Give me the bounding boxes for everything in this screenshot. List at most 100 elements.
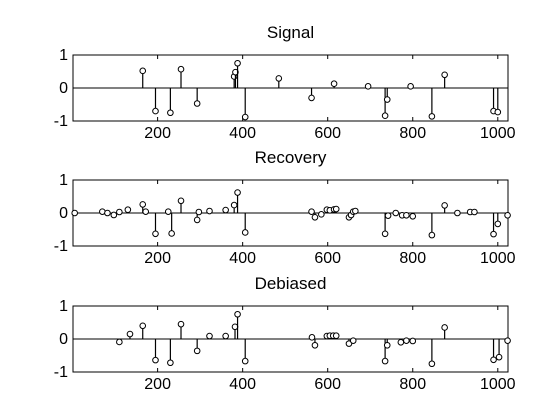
- stem-marker: [206, 207, 213, 215]
- y-tick-label: 0: [59, 331, 68, 348]
- stem-marker: [241, 229, 249, 236]
- y-tick-label: 0: [59, 205, 68, 222]
- stem-marker: [504, 337, 511, 344]
- stem-marker: [349, 337, 357, 344]
- stem-marker: [441, 324, 448, 331]
- stem-marker: [104, 209, 111, 217]
- stem-marker: [495, 353, 503, 361]
- stem-marker: [275, 75, 283, 82]
- subplot-signal: -1 0 1 200 400 600 800 1000 Signal: [54, 23, 516, 142]
- stem-marker: [311, 341, 319, 349]
- stem-marker: [110, 211, 118, 219]
- stem-marker: [490, 230, 497, 238]
- stem-marker: [241, 113, 249, 121]
- stem-marker: [381, 112, 389, 120]
- stem-marker: [124, 206, 132, 213]
- stem-marker: [383, 341, 391, 349]
- stem-marker: [222, 206, 229, 214]
- x-tick-label: 200: [144, 250, 171, 267]
- x-tick-label: 200: [144, 125, 171, 142]
- stem-marker: [428, 360, 436, 368]
- x-tick-label: 800: [399, 125, 426, 142]
- stem-marker: [441, 71, 448, 79]
- stem-marker: [222, 332, 229, 340]
- stem-marker: [364, 83, 372, 90]
- stem-marker: [504, 212, 511, 219]
- stem-marker: [428, 231, 436, 239]
- stem-marker: [177, 197, 185, 205]
- x-tick-label: 600: [314, 376, 341, 393]
- stem-marker: [142, 208, 150, 215]
- subplot-recovery: -1 0 1 200 400 600 800 1000 Recovery: [54, 148, 516, 267]
- stem-marker: [409, 213, 417, 220]
- stem-marker: [234, 189, 241, 196]
- stem-marker: [332, 205, 340, 213]
- stem-marker: [116, 338, 123, 346]
- x-tick-label: 200: [144, 376, 171, 393]
- x-tick-label: 600: [314, 125, 341, 142]
- y-tick-label: 1: [59, 47, 68, 64]
- stem-marker: [152, 230, 159, 238]
- stem-marker: [234, 310, 241, 318]
- x-tick-label: 400: [229, 376, 256, 393]
- stem-marker: [490, 356, 497, 364]
- stem-marker: [241, 357, 249, 365]
- stem-marker: [167, 359, 174, 367]
- x-tick-label: 400: [229, 250, 256, 267]
- stem-marker: [206, 332, 213, 340]
- y-tick-label: -1: [54, 113, 68, 130]
- stem-marker: [168, 230, 175, 237]
- x-tick-label: 800: [399, 250, 426, 267]
- y-tick-label: -1: [54, 364, 68, 381]
- stem-marker: [381, 357, 389, 365]
- stem-marker: [318, 211, 325, 218]
- x-tick-label: 800: [399, 376, 426, 393]
- y-tick-label: 0: [59, 80, 68, 97]
- stem-marker: [330, 80, 338, 88]
- stem-marker: [126, 330, 134, 338]
- stem-marker: [407, 83, 414, 90]
- x-tick-label: 400: [229, 125, 256, 142]
- y-tick-label: -1: [54, 238, 68, 255]
- y-tick-label: 1: [59, 298, 68, 315]
- stem-marker: [308, 208, 315, 215]
- stem-marker: [71, 209, 79, 217]
- stem-marker: [403, 212, 410, 219]
- stem-marker: [232, 68, 239, 76]
- stem-marker: [494, 108, 502, 116]
- stem-marker: [177, 65, 185, 73]
- stem-marker: [428, 113, 436, 120]
- subplot-title: Debiased: [255, 274, 327, 293]
- x-tick-label: 1000: [480, 125, 516, 142]
- stem-marker: [167, 109, 174, 117]
- stem-marker: [383, 96, 391, 103]
- stem-marker: [403, 337, 410, 344]
- stem-marker: [441, 202, 448, 209]
- stem-marker: [454, 209, 461, 217]
- x-tick-label: 600: [314, 250, 341, 267]
- stem-marker: [332, 332, 340, 340]
- stem-marker: [381, 230, 389, 238]
- stem-marker: [193, 216, 201, 224]
- stem-marker: [116, 208, 123, 216]
- stem-marker: [384, 212, 392, 219]
- stem-marker: [397, 339, 405, 346]
- stem-marker: [234, 59, 241, 67]
- stem-marker: [494, 220, 502, 228]
- stem-marker: [164, 208, 172, 215]
- stem-marker: [352, 207, 359, 215]
- stem-marker: [139, 201, 147, 208]
- stem-marker: [308, 94, 315, 102]
- stem-marker: [177, 320, 185, 328]
- stem-marker: [193, 347, 201, 355]
- subplot-debiased: -1 0 1 200 400 600 800 1000 Debiased: [54, 274, 516, 393]
- stem-marker: [409, 337, 417, 345]
- stem-marker: [392, 209, 400, 217]
- stem-marker: [139, 67, 147, 75]
- y-tick-label: 1: [59, 172, 68, 189]
- x-tick-label: 1000: [480, 250, 516, 267]
- stem-marker: [471, 208, 478, 216]
- x-tick-label: 1000: [480, 376, 516, 393]
- subplot-title: Signal: [267, 23, 314, 42]
